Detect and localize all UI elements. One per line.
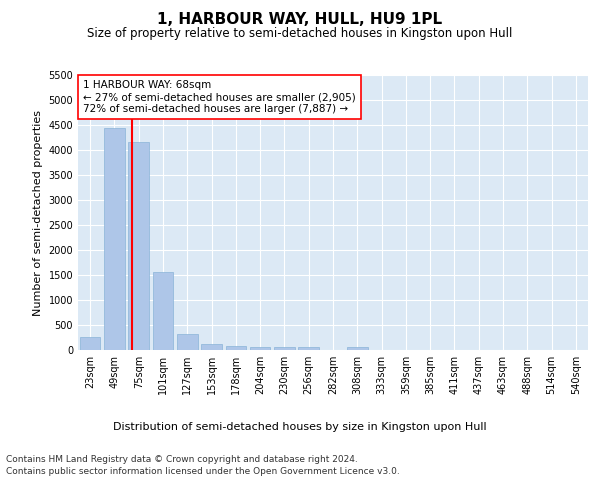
Bar bbox=[104, 128, 125, 350]
Text: Contains HM Land Registry data © Crown copyright and database right 2024.: Contains HM Land Registry data © Crown c… bbox=[6, 455, 358, 464]
Text: Size of property relative to semi-detached houses in Kingston upon Hull: Size of property relative to semi-detach… bbox=[88, 28, 512, 40]
Bar bbox=[274, 347, 295, 350]
Bar bbox=[250, 347, 271, 350]
Text: 1 HARBOUR WAY: 68sqm
← 27% of semi-detached houses are smaller (2,905)
72% of se: 1 HARBOUR WAY: 68sqm ← 27% of semi-detac… bbox=[83, 80, 356, 114]
Text: Distribution of semi-detached houses by size in Kingston upon Hull: Distribution of semi-detached houses by … bbox=[113, 422, 487, 432]
Bar bbox=[80, 336, 100, 350]
Bar bbox=[128, 142, 149, 350]
Bar bbox=[347, 347, 368, 350]
Bar bbox=[201, 344, 222, 350]
Bar bbox=[298, 348, 319, 350]
Bar bbox=[226, 346, 246, 350]
Bar bbox=[152, 272, 173, 350]
Y-axis label: Number of semi-detached properties: Number of semi-detached properties bbox=[33, 110, 43, 316]
Text: 1, HARBOUR WAY, HULL, HU9 1PL: 1, HARBOUR WAY, HULL, HU9 1PL bbox=[157, 12, 443, 28]
Bar bbox=[177, 334, 197, 350]
Text: Contains public sector information licensed under the Open Government Licence v3: Contains public sector information licen… bbox=[6, 468, 400, 476]
